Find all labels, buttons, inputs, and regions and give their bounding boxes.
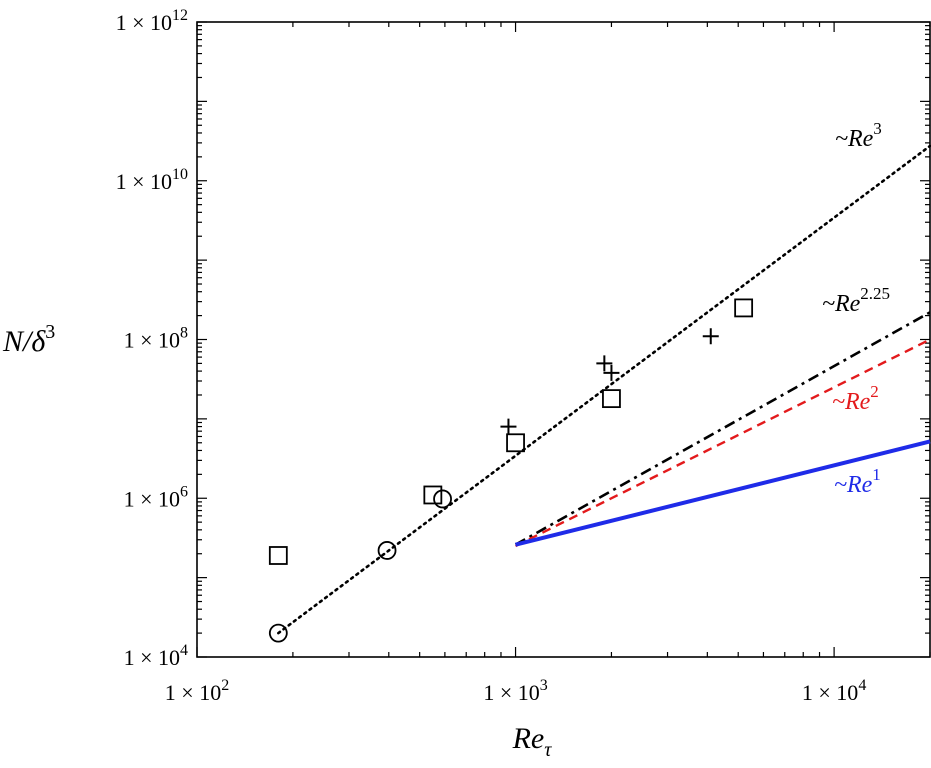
data-point-plus xyxy=(500,418,517,435)
data-point-square xyxy=(268,546,288,565)
data-point-circle xyxy=(377,541,397,560)
x-tick-label: 1 × 104 xyxy=(802,677,866,705)
data-point-plus xyxy=(603,364,620,381)
x-tick-label: 1 × 103 xyxy=(483,677,547,705)
trend-line-dashed xyxy=(515,338,931,548)
plot-frame xyxy=(196,21,931,658)
x-axis-title: Reτ xyxy=(512,722,553,761)
data-point-plus xyxy=(702,328,719,345)
y-tick-label: 1 × 108 xyxy=(124,325,188,353)
data-point-square xyxy=(734,298,754,318)
y-tick-label: 1 × 104 xyxy=(124,642,188,670)
trend-label: ~Re2 xyxy=(832,382,879,415)
chart-labels: 1 × 102 1 × 103 1 × 104 1 × 104 1 × 106 1 × 1… xyxy=(116,7,890,705)
data-points xyxy=(268,298,754,643)
trend-line-dashdot xyxy=(514,311,931,546)
trend-label: ~Re2.25 xyxy=(822,284,890,317)
data-point-square xyxy=(423,485,443,505)
y-tick-label: 1 × 1010 xyxy=(116,166,188,194)
y-axis-title: N/δ3 xyxy=(2,321,55,358)
trend-label: ~Re3 xyxy=(835,119,882,152)
data-point-circle xyxy=(268,623,288,643)
data-point-plus xyxy=(596,355,613,372)
data-point-circle xyxy=(433,489,452,509)
trend-lines xyxy=(277,144,931,635)
trend-line-solid xyxy=(515,439,931,547)
data-point-square xyxy=(602,389,621,409)
x-tick-label: 1 × 102 xyxy=(165,677,229,705)
y-tick-label: 1 × 1012 xyxy=(116,7,188,35)
trend-line-dotted xyxy=(277,144,931,635)
axis-ticks xyxy=(196,21,931,658)
trend-label: ~Re1 xyxy=(834,465,881,498)
data-point-square xyxy=(506,433,525,453)
y-tick-label: 1 × 106 xyxy=(124,483,188,511)
